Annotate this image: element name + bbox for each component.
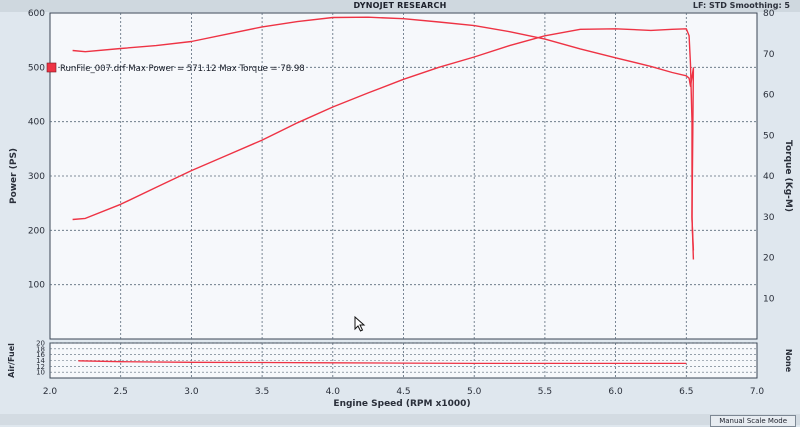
x-tick-label: 4.0 xyxy=(326,387,341,397)
manual-scale-mode-button[interactable]: Manual Scale Mode xyxy=(710,415,796,427)
x-tick-label: 4.5 xyxy=(396,387,410,397)
mouse-cursor-icon xyxy=(354,316,366,332)
y2-tick-label: 70 xyxy=(763,50,775,60)
power-line xyxy=(72,28,695,251)
x-tick-label: 5.0 xyxy=(467,387,482,397)
afr-y2-axis-title: None xyxy=(784,349,793,373)
header-strip xyxy=(0,0,800,12)
y2-tick-label: 50 xyxy=(763,131,775,141)
y2-tick-label: 10 xyxy=(763,294,775,304)
y-tick-label: 500 xyxy=(28,63,45,73)
y2-tick-label: 40 xyxy=(763,172,775,182)
y-tick-label: 400 xyxy=(28,118,45,128)
y2-tick-label: 80 xyxy=(763,9,775,19)
afr-y-tick-label: 10 xyxy=(36,369,45,377)
x-tick-label: 3.5 xyxy=(255,387,269,397)
afr-y-tick-label: 20 xyxy=(36,340,45,348)
legend-swatch xyxy=(46,62,57,73)
y-tick-label: 100 xyxy=(28,281,45,291)
afr-y-axis-title: Air/Fuel xyxy=(7,343,16,378)
header-right-info: LF: STD Smoothing: 5 xyxy=(692,1,790,10)
x-tick-label: 2.5 xyxy=(114,387,128,397)
afr-y-tick-label: 12 xyxy=(36,363,45,371)
status-bar xyxy=(0,414,800,425)
afr-y-tick-label: 16 xyxy=(36,351,45,359)
x-axis-title: Engine Speed (RPM x1000) xyxy=(333,399,470,409)
x-tick-label: 6.0 xyxy=(608,387,623,397)
y2-tick-label: 60 xyxy=(763,91,775,101)
x-tick-label: 2.0 xyxy=(43,387,58,397)
x-tick-label: 6.5 xyxy=(679,387,693,397)
y-tick-label: 300 xyxy=(28,172,45,182)
y-tick-label: 600 xyxy=(28,9,45,19)
y2-tick-label: 20 xyxy=(763,254,775,264)
y2-tick-label: 30 xyxy=(763,213,775,223)
air-fuel-line xyxy=(78,360,687,365)
x-tick-label: 3.0 xyxy=(184,387,199,397)
legend-label: RunFile_007.drf Max Power = 571.12 Max T… xyxy=(60,64,305,74)
afr-y-tick-label: 18 xyxy=(36,345,45,353)
torque-line xyxy=(72,16,695,260)
afr-y-tick-label: 14 xyxy=(36,357,45,365)
x-tick-label: 7.0 xyxy=(750,387,765,397)
x-tick-label: 5.5 xyxy=(538,387,552,397)
y-axis-title: Power (PS) xyxy=(9,148,19,204)
y2-axis-title: Torque (Kg-M) xyxy=(783,140,793,212)
y-tick-label: 200 xyxy=(28,226,45,236)
chart-title: DYNOJET RESEARCH xyxy=(353,1,447,10)
